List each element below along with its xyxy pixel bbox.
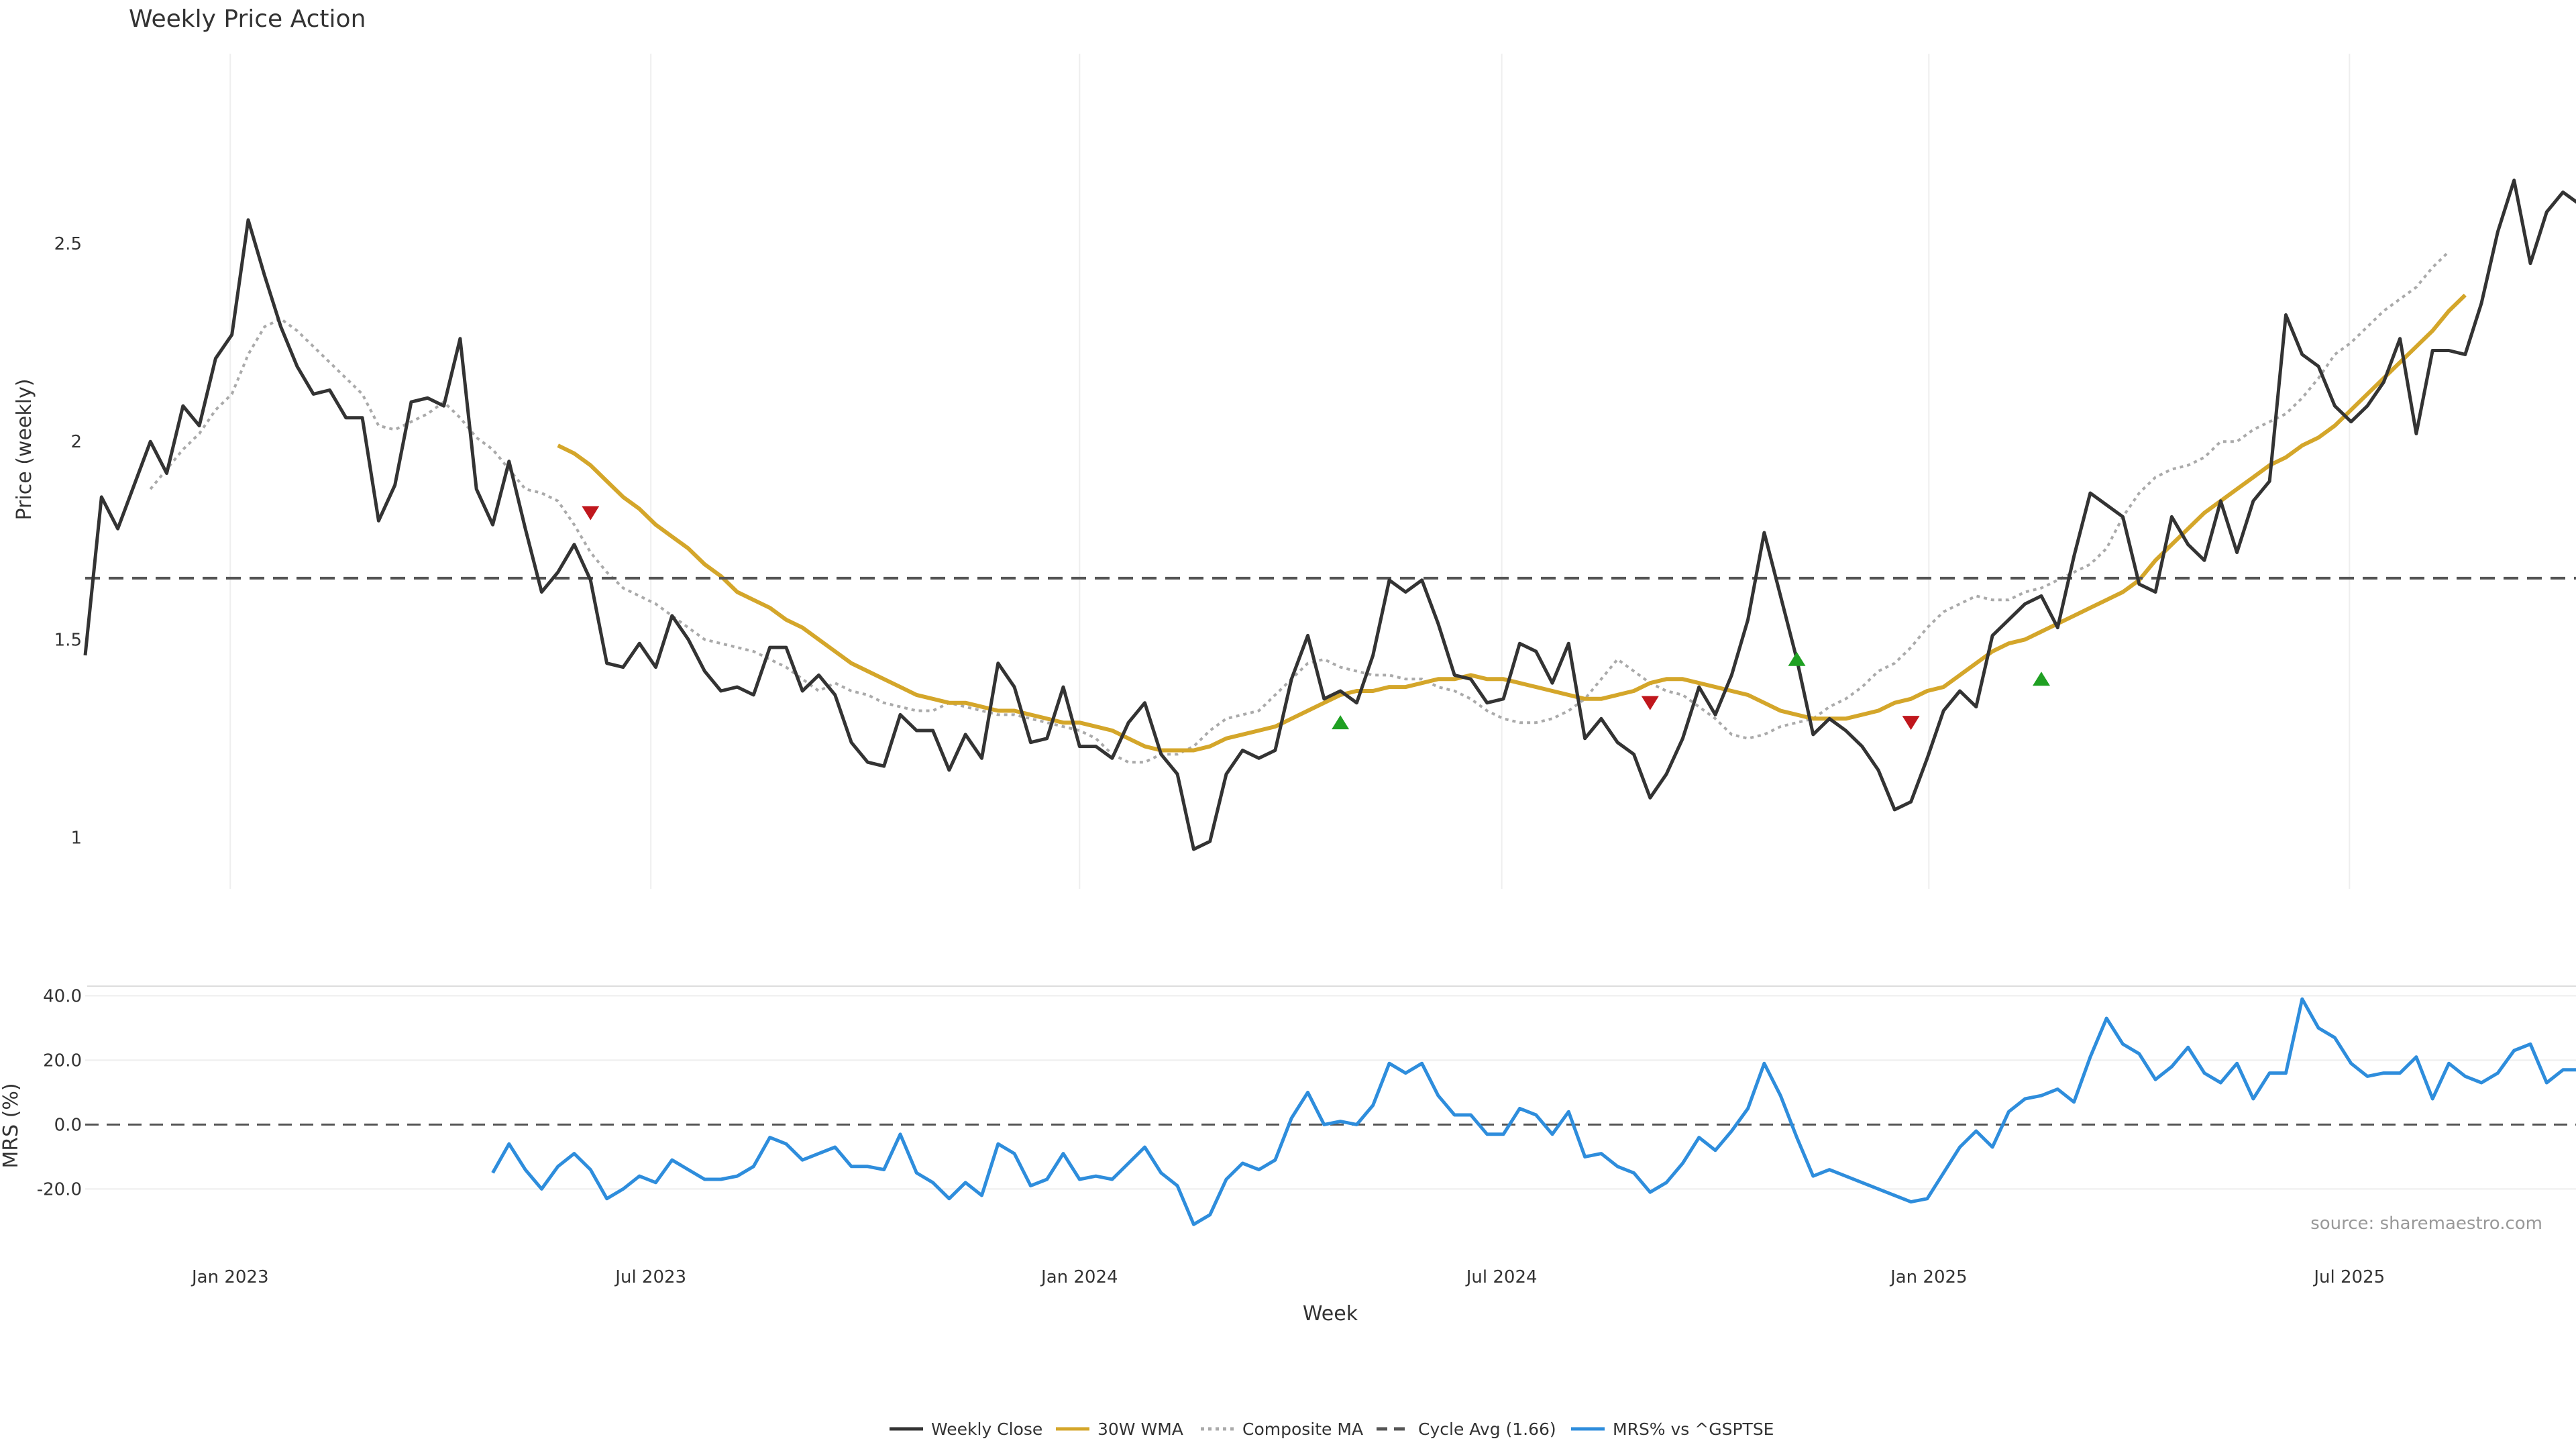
price-y-tick-label: 2	[70, 432, 82, 452]
mrs-line	[491, 997, 2576, 1226]
chart-title: Weekly Price Action	[129, 5, 366, 33]
x-axis-ticks: Jan 2023 Jul 2023 Jan 2024 Jul 2024 Jan 2025…	[191, 1267, 2385, 1287]
legend-label: MRS% vs ^GSPTSE	[1613, 1419, 1774, 1439]
price-y-tick-label: 2.5	[54, 234, 82, 254]
buy-signal-marker	[1788, 651, 1806, 666]
mrs-grid	[85, 995, 2576, 1190]
30w-wma-line	[557, 293, 2467, 753]
buy-signal-marker	[1332, 715, 1350, 730]
price-y-tick-label: 1	[70, 828, 82, 848]
mrs-y-tick-label: 20.0	[43, 1051, 82, 1071]
mrs-y-axis-label: MRS (%)	[0, 1083, 23, 1168]
price-y-ticks: 1 1.5 2 2.5	[54, 234, 82, 848]
composite-ma-line	[149, 250, 2450, 764]
sell-signal-marker	[1641, 696, 1659, 710]
x-tick-label: Jul 2024	[1465, 1267, 1538, 1287]
mrs-y-tick-label: -20.0	[37, 1179, 82, 1199]
legend-label: Weekly Close	[931, 1419, 1042, 1439]
price-grid	[229, 54, 2351, 889]
mrs-lines	[491, 997, 2576, 1226]
buy-signal-marker	[2033, 672, 2050, 686]
price-y-axis-label: Price (weekly)	[13, 378, 36, 520]
sell-signal-marker	[1902, 716, 1920, 731]
signal-markers	[582, 506, 2050, 731]
price-panel: 1 1.5 2 2.5 Price (weekly)	[13, 54, 2576, 889]
mrs-y-tick-label: 40.0	[43, 986, 82, 1006]
legend: Weekly Close 30W WMA Composite MA Cycle Avg…	[890, 1419, 1774, 1439]
source-annotation: source: sharemaestro.com	[2310, 1214, 2542, 1234]
x-tick-label: Jan 2023	[191, 1267, 269, 1287]
sell-signal-marker	[582, 506, 600, 521]
x-tick-label: Jan 2025	[1889, 1267, 1968, 1287]
x-tick-label: Jul 2025	[2312, 1267, 2385, 1287]
price-lines	[83, 178, 2576, 851]
x-tick-label: Jan 2024	[1040, 1267, 1118, 1287]
legend-label: 30W WMA	[1097, 1419, 1183, 1439]
x-axis-label: Week	[1303, 1302, 1358, 1326]
mrs-y-tick-label: 0.0	[54, 1115, 82, 1135]
legend-label: Cycle Avg (1.66)	[1418, 1419, 1556, 1439]
x-tick-label: Jul 2023	[614, 1267, 686, 1287]
legend-label: Composite MA	[1242, 1419, 1363, 1439]
mrs-panel: -20.0 0.0 20.0 40.0 MRS (%) source: sharema…	[0, 985, 2576, 1234]
price-y-tick-label: 1.5	[54, 630, 82, 650]
weekly-close-line	[83, 178, 2576, 851]
mrs-y-ticks: -20.0 0.0 20.0 40.0	[37, 986, 82, 1199]
